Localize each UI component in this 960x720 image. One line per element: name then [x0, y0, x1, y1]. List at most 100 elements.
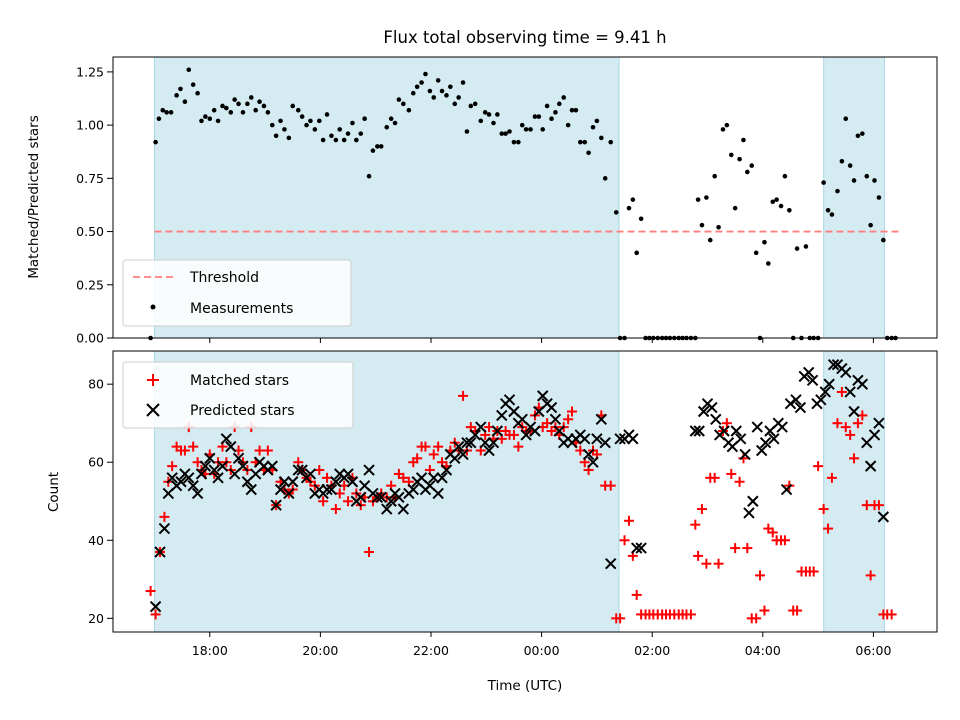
measurement-point [295, 107, 301, 113]
predicted-star-point [806, 374, 819, 386]
measurement-point [164, 110, 169, 115]
measurement-point [732, 205, 738, 211]
measurement-point [190, 82, 196, 87]
predicted-star-point [457, 448, 469, 461]
measurement-point [396, 97, 402, 102]
matched-star-point [823, 523, 834, 534]
x-tick-label: 02:00 [634, 643, 670, 658]
predicted-star-point [436, 472, 448, 484]
measurement-point [253, 107, 258, 113]
predicted-star-point [856, 378, 869, 390]
predicted-star-point [225, 440, 237, 453]
matched-star-point [849, 453, 860, 464]
measurement-point [523, 127, 529, 132]
predicted-star-point [220, 433, 233, 445]
measurement-point [704, 195, 709, 200]
matched-star-point [563, 414, 574, 425]
predicted-star-point [605, 557, 617, 570]
matched-star-point [845, 429, 856, 440]
matched-star-point [813, 461, 824, 472]
predicted-star-point [452, 440, 465, 453]
measurement-point [544, 103, 550, 109]
matched-star-point [886, 609, 897, 620]
predicted-star-point [266, 460, 278, 472]
predicted-star-point [747, 495, 759, 507]
matched-star-point [330, 504, 341, 515]
ratio-legend-box [122, 259, 352, 327]
measurement-point [362, 116, 367, 122]
matched-star-point [721, 418, 732, 429]
predicted-star-point [363, 464, 375, 476]
measurement-point [540, 127, 545, 132]
predicted-star-point [496, 409, 508, 422]
measurement-point [419, 80, 424, 85]
predicted-star-point [730, 425, 742, 437]
ratio-legend: Threshold Measurements [122, 259, 352, 327]
measurement-point [782, 173, 788, 179]
measurement-point [549, 116, 554, 122]
predicted-star-point [755, 444, 768, 457]
measurement-point [835, 188, 840, 194]
predicted-star-point [166, 472, 178, 484]
ratio-y-axis: 0.00 0.25 0.50 0.75 1.00 1.25 [76, 64, 113, 346]
measurement-point [630, 197, 636, 202]
measurement-point [821, 180, 826, 185]
measurement-point [240, 110, 246, 115]
matched-star-point [865, 570, 876, 581]
x-tick-label: 06:00 [855, 643, 891, 658]
measurement-point [452, 101, 458, 107]
measurement-point [320, 137, 326, 143]
count-legend: Matched stars Predicted stars [122, 361, 354, 429]
measurement-point [203, 114, 208, 119]
measurement-point [860, 131, 865, 136]
measurement-point [634, 250, 640, 256]
measurement-point [224, 105, 229, 111]
measurement-point [613, 210, 619, 215]
measurement-point [503, 131, 508, 136]
predicted-star-point [270, 499, 282, 511]
predicted-star-point [844, 386, 856, 398]
predicted-star-point [631, 542, 643, 554]
matched-star-point [759, 605, 770, 616]
measurement-point [304, 122, 309, 128]
measurement-point [766, 261, 771, 266]
observing-window-1 [823, 56, 885, 339]
measurement-point [586, 150, 591, 156]
measurement-point [423, 71, 428, 77]
matched-star-point [734, 476, 745, 487]
predicted-star-point [710, 413, 722, 426]
measurement-point [282, 127, 287, 132]
y-tick-label: 40 [88, 533, 104, 548]
predicted-star-point [549, 413, 562, 426]
measurement-point [448, 84, 453, 90]
measurement-point [728, 152, 734, 158]
measurement-point [435, 78, 441, 83]
measurement-point [561, 95, 567, 100]
measurement-point [868, 222, 873, 228]
x-tick-label: 22:00 [413, 643, 449, 658]
measurement-point [329, 133, 334, 139]
measurement-point [565, 122, 571, 128]
predicted-star-point [355, 491, 367, 504]
matched-star-point [567, 406, 578, 417]
measurement-point [602, 176, 608, 181]
predicted-star-point [827, 358, 840, 371]
predicted-star-point [428, 472, 440, 484]
ratio-panel: 0.00 0.25 0.50 0.75 1.00 1.25 Matched/Predict… [26, 56, 938, 346]
measurement-point [220, 103, 225, 109]
predicted-star-point [208, 464, 220, 476]
matched-star-point [398, 472, 409, 483]
measurement-point [168, 110, 174, 115]
measurement-point [881, 237, 886, 243]
measurement-point [532, 114, 538, 119]
measurement-point [608, 139, 614, 145]
measurement-point [388, 116, 394, 122]
matched-star-point [709, 472, 720, 483]
predicted-star-point [175, 476, 187, 488]
matched-star-point [701, 558, 712, 569]
predicted-star-point [491, 425, 504, 437]
count-legend-box [122, 361, 354, 429]
y-tick-label: 0.25 [76, 277, 104, 292]
matched-star-point [188, 441, 199, 452]
